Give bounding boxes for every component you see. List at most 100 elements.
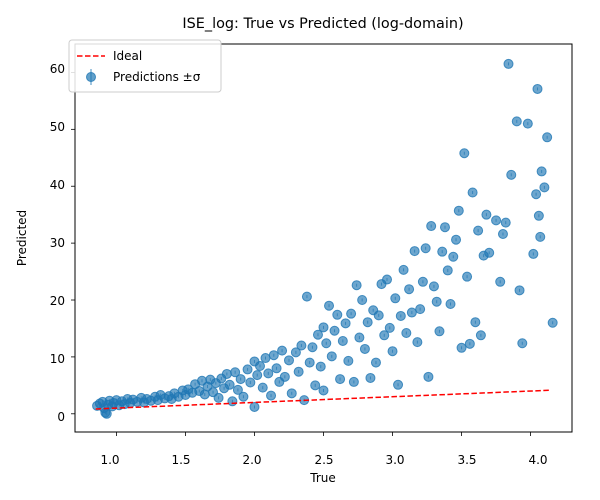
point-marker bbox=[484, 247, 495, 258]
point-marker bbox=[310, 380, 321, 391]
point-marker bbox=[506, 169, 517, 180]
point-marker bbox=[230, 367, 241, 378]
data-point bbox=[362, 317, 373, 328]
data-point bbox=[459, 148, 470, 159]
data-point bbox=[307, 342, 318, 353]
point-marker bbox=[395, 310, 406, 321]
point-marker bbox=[329, 325, 340, 336]
point-marker bbox=[257, 382, 268, 393]
point-marker bbox=[354, 332, 365, 343]
point-marker bbox=[254, 361, 265, 372]
data-point bbox=[337, 335, 348, 346]
point-marker bbox=[387, 346, 398, 357]
point-marker bbox=[346, 308, 357, 319]
point-marker bbox=[442, 265, 453, 276]
data-point bbox=[437, 246, 448, 257]
point-marker bbox=[532, 83, 543, 94]
point-marker bbox=[401, 328, 412, 339]
data-point bbox=[257, 382, 268, 393]
point-marker bbox=[232, 384, 243, 395]
chart-title: ISE_log: True vs Predicted (log-domain) bbox=[182, 16, 463, 32]
data-point bbox=[254, 361, 265, 372]
point-marker bbox=[351, 280, 362, 291]
point-marker bbox=[547, 317, 558, 328]
point-marker bbox=[242, 364, 253, 375]
data-point bbox=[227, 396, 238, 407]
data-point bbox=[442, 265, 453, 276]
data-point bbox=[514, 285, 525, 296]
point-marker bbox=[404, 284, 415, 295]
data-point bbox=[260, 353, 271, 364]
point-marker bbox=[522, 118, 533, 129]
point-marker bbox=[318, 385, 329, 396]
point-marker bbox=[415, 304, 426, 315]
y-tick-label: 20 bbox=[50, 294, 65, 308]
y-tick-label: 40 bbox=[50, 178, 65, 192]
data-point bbox=[393, 379, 404, 390]
point-marker bbox=[409, 246, 420, 257]
data-point bbox=[533, 210, 544, 221]
point-marker bbox=[459, 148, 470, 159]
data-point bbox=[522, 118, 533, 129]
data-point bbox=[235, 374, 246, 385]
point-marker bbox=[535, 231, 546, 242]
data-point bbox=[539, 182, 550, 193]
point-marker bbox=[434, 326, 445, 337]
point-marker bbox=[357, 295, 368, 306]
data-point bbox=[221, 368, 232, 379]
point-marker bbox=[481, 209, 492, 220]
point-marker bbox=[423, 371, 434, 382]
x-tick-label: 2.5 bbox=[314, 453, 333, 467]
x-tick-label: 2.0 bbox=[242, 453, 261, 467]
point-marker bbox=[318, 322, 329, 333]
x-axis-title: True bbox=[309, 471, 336, 485]
data-point bbox=[401, 328, 412, 339]
point-marker bbox=[252, 370, 263, 381]
data-point bbox=[532, 83, 543, 94]
point-marker bbox=[348, 376, 359, 387]
point-marker bbox=[420, 243, 431, 254]
data-point bbox=[290, 347, 301, 358]
point-marker bbox=[326, 351, 337, 362]
data-point bbox=[286, 388, 297, 399]
point-marker bbox=[497, 229, 508, 240]
data-point bbox=[252, 370, 263, 381]
point-marker bbox=[277, 345, 288, 356]
point-marker bbox=[406, 307, 417, 318]
data-point bbox=[445, 298, 456, 309]
point-marker bbox=[315, 361, 326, 372]
point-marker bbox=[384, 322, 395, 333]
data-point bbox=[500, 217, 511, 228]
data-point bbox=[365, 372, 376, 383]
point-marker bbox=[539, 182, 550, 193]
plot-frame bbox=[74, 43, 573, 433]
x-tick-label: 3.5 bbox=[457, 453, 476, 467]
ideal-line bbox=[95, 389, 552, 410]
data-point bbox=[439, 222, 450, 233]
point-marker bbox=[412, 337, 423, 348]
point-marker bbox=[359, 343, 370, 354]
point-marker bbox=[301, 291, 312, 302]
point-marker bbox=[445, 298, 456, 309]
data-point bbox=[409, 246, 420, 257]
data-point bbox=[271, 363, 282, 374]
point-marker bbox=[451, 234, 462, 245]
point-marker bbox=[283, 355, 294, 366]
point-marker bbox=[390, 293, 401, 304]
data-point bbox=[310, 380, 321, 391]
data-point bbox=[535, 231, 546, 242]
point-marker bbox=[271, 363, 282, 374]
point-marker bbox=[448, 251, 459, 262]
data-point bbox=[318, 385, 329, 396]
data-point bbox=[448, 251, 459, 262]
data-point bbox=[453, 205, 464, 216]
point-marker bbox=[293, 366, 304, 377]
data-point bbox=[321, 338, 332, 349]
x-axis: 1.0 1.5 2.0 2.5 3.0 3.5 4.0 bbox=[100, 432, 548, 467]
point-marker bbox=[279, 371, 290, 382]
point-marker bbox=[296, 340, 307, 351]
point-marker bbox=[398, 264, 409, 275]
data-point bbox=[542, 132, 553, 143]
point-marker bbox=[337, 335, 348, 346]
data-point bbox=[343, 355, 354, 366]
